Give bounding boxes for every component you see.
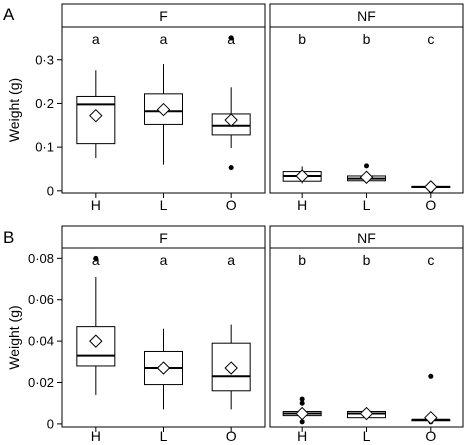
box-h: bH bbox=[282, 31, 322, 213]
mean-marker bbox=[295, 169, 309, 183]
mean-marker bbox=[89, 334, 103, 348]
y-tick-label: 0·04 bbox=[28, 334, 54, 349]
mean-marker bbox=[424, 410, 438, 425]
y-tick-label: 0·08 bbox=[28, 251, 54, 266]
outlier-point bbox=[428, 373, 434, 379]
x-tick-label: H bbox=[297, 197, 307, 213]
mean-marker bbox=[156, 102, 171, 117]
significance-letter: a bbox=[160, 252, 168, 268]
mean-marker bbox=[359, 406, 374, 421]
x-tick-label: H bbox=[297, 428, 307, 444]
plot-frame bbox=[269, 247, 464, 428]
x-tick-label: O bbox=[226, 428, 237, 444]
mean-marker bbox=[156, 361, 171, 375]
box-l: bL bbox=[347, 252, 386, 444]
significance-letter: b bbox=[298, 31, 306, 47]
outlier-point bbox=[228, 35, 234, 41]
significance-letter: a bbox=[92, 252, 100, 268]
outlier-point bbox=[93, 255, 99, 261]
y-tick-label: 0·06 bbox=[28, 292, 54, 307]
significance-letter: b bbox=[298, 252, 306, 268]
x-tick-label: L bbox=[160, 428, 168, 444]
mean-marker bbox=[89, 108, 103, 123]
significance-letter: a bbox=[227, 252, 235, 268]
mean-marker bbox=[224, 361, 238, 375]
box-iqr bbox=[211, 342, 251, 392]
y-tick-label: 0·02 bbox=[28, 375, 54, 390]
x-tick-label: H bbox=[91, 197, 101, 213]
x-tick-label: L bbox=[363, 428, 371, 444]
box-l: aL bbox=[144, 252, 183, 444]
outlier-point bbox=[228, 165, 234, 171]
mean-marker bbox=[224, 113, 238, 127]
mean-marker bbox=[295, 406, 309, 421]
x-tick-label: O bbox=[226, 197, 237, 213]
mean-marker bbox=[424, 180, 438, 194]
box-o: cO bbox=[411, 252, 451, 444]
box-l: bL bbox=[347, 31, 386, 213]
facet-strip-label: F bbox=[159, 8, 168, 24]
x-tick-label: L bbox=[160, 197, 168, 213]
box-o: aO bbox=[211, 31, 251, 213]
significance-letter: a bbox=[92, 31, 100, 47]
significance-letter: c bbox=[427, 31, 434, 47]
y-axis-title: Weight (g) bbox=[6, 305, 22, 369]
box-h: aH bbox=[76, 31, 116, 213]
significance-letter: c bbox=[427, 252, 434, 268]
y-tick-label: 0 bbox=[47, 416, 54, 431]
box-o: cO bbox=[411, 31, 451, 213]
mean-marker bbox=[359, 170, 374, 184]
x-tick-label: O bbox=[425, 428, 436, 444]
facet-strip-label: F bbox=[159, 230, 168, 246]
x-tick-label: L bbox=[363, 197, 371, 213]
outlier-point bbox=[299, 396, 305, 402]
box-h: bH bbox=[282, 252, 322, 444]
panel-label: A bbox=[3, 5, 15, 24]
x-tick-label: H bbox=[91, 428, 101, 444]
box-o: aO bbox=[211, 252, 251, 444]
outlier-point bbox=[299, 400, 305, 406]
significance-letter: a bbox=[160, 31, 168, 47]
y-axis-title: Weight (g) bbox=[6, 78, 22, 142]
facet-strip-label: NF bbox=[357, 230, 376, 246]
outlier-point bbox=[299, 419, 305, 425]
facet-strip-label: NF bbox=[357, 8, 376, 24]
y-tick-label: 0·2 bbox=[35, 96, 54, 111]
y-tick-label: 0·3 bbox=[35, 52, 54, 67]
significance-letter: b bbox=[363, 252, 371, 268]
outlier-point bbox=[364, 163, 369, 169]
significance-letter: b bbox=[363, 31, 371, 47]
significance-letter: a bbox=[227, 31, 235, 47]
y-tick-label: 0·1 bbox=[35, 140, 54, 155]
panel-label: B bbox=[3, 228, 14, 247]
box-l: aL bbox=[144, 31, 183, 213]
x-tick-label: O bbox=[425, 197, 436, 213]
y-tick-label: 0 bbox=[47, 183, 54, 198]
box-h: aH bbox=[76, 252, 116, 444]
